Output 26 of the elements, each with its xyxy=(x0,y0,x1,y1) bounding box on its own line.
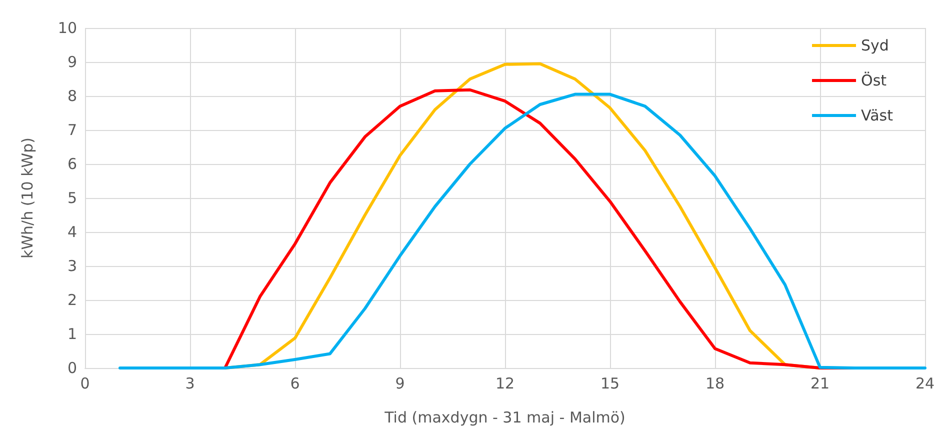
x-tick-label: 6 xyxy=(290,374,300,392)
y-tick-label: 3 xyxy=(67,257,77,275)
y-axis-title: kWh/h (10 kWp) xyxy=(18,138,36,258)
y-tick-label: 8 xyxy=(67,87,77,105)
y-tick-label: 9 xyxy=(67,53,77,71)
y-tick-label: 10 xyxy=(58,19,77,37)
x-tick-label: 0 xyxy=(80,374,90,392)
legend-label: Syd xyxy=(861,36,889,54)
x-tick-label: 24 xyxy=(915,374,935,392)
y-tick-label: 5 xyxy=(67,189,77,207)
x-tick-label: 15 xyxy=(600,374,620,392)
y-tick-label: 1 xyxy=(67,325,77,343)
legend-label: Väst xyxy=(861,106,894,124)
x-tick-label: 18 xyxy=(705,374,725,392)
y-tick-label: 7 xyxy=(67,121,77,139)
y-tick-label: 0 xyxy=(67,359,77,377)
x-tick-label: 9 xyxy=(395,374,405,392)
legend-label: Öst xyxy=(861,72,887,90)
line-series xyxy=(118,92,926,370)
x-axis-title: Tid (maxdygn - 31 maj - Malmö) xyxy=(384,408,626,426)
x-tick-label: 12 xyxy=(495,374,515,392)
x-tick-label: 3 xyxy=(185,374,195,392)
y-tick-label: 6 xyxy=(67,155,77,173)
y-tick-label: 4 xyxy=(67,223,77,241)
y-tick-label: 2 xyxy=(67,291,77,309)
x-tick-label: 21 xyxy=(810,374,830,392)
